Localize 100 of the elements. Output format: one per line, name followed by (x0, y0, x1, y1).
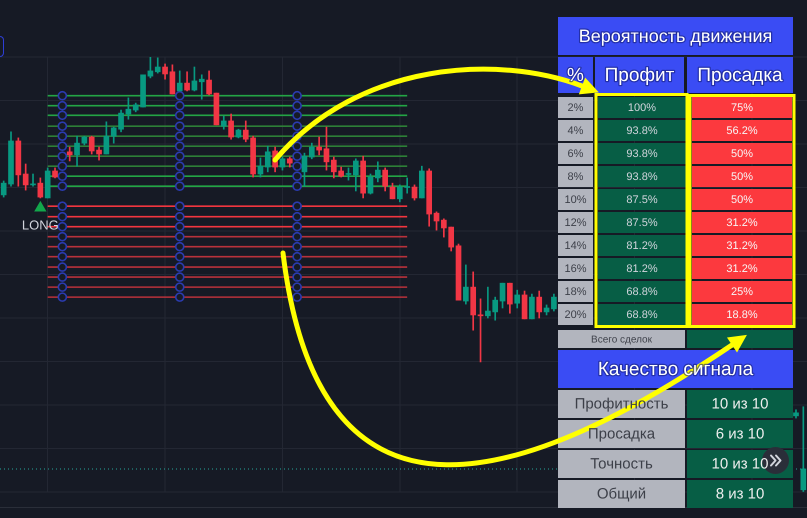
data-label: 50 (730, 171, 744, 184)
point (292, 171, 302, 181)
point (292, 201, 302, 212)
point (174, 141, 185, 151)
y-tick-label: 4% (568, 125, 584, 138)
point (58, 222, 68, 232)
point (174, 232, 185, 242)
point (292, 121, 302, 131)
data-label: 25 (730, 286, 744, 298)
text: % (748, 217, 758, 230)
x-tick-label: Профит (604, 65, 675, 86)
text: % (567, 65, 584, 86)
text: % (748, 240, 758, 252)
point (292, 181, 302, 191)
point (292, 262, 302, 272)
data-label: 93.8 (626, 148, 648, 160)
point (58, 131, 68, 141)
point (174, 131, 185, 141)
point (58, 212, 68, 222)
data-label: 100 (628, 102, 646, 114)
point (292, 212, 302, 222)
data-label: 93.8 (626, 125, 648, 138)
data-label: 75 (730, 102, 744, 114)
annotation: 6 из 10 (716, 426, 764, 443)
y-tick-label: 12% (564, 217, 587, 230)
point (58, 292, 68, 302)
annotation: Всего сделок (591, 334, 653, 346)
point (174, 252, 185, 262)
text: % (743, 286, 754, 298)
annotation: 10 из 10 (712, 396, 768, 413)
text: % (743, 102, 754, 114)
text: % (648, 217, 658, 230)
point (174, 121, 185, 131)
point (174, 161, 185, 171)
text: % (748, 309, 758, 322)
point (58, 252, 68, 262)
data-label: 31.2 (726, 217, 748, 230)
data-label: 81.2 (626, 240, 648, 252)
point (292, 242, 302, 252)
point (292, 141, 302, 151)
point (292, 252, 302, 262)
point (58, 110, 68, 120)
text: % (648, 286, 658, 298)
annotation: 8 из 10 (716, 486, 764, 503)
point (292, 90, 302, 101)
chart-title: Вероятность движения (578, 26, 772, 46)
annotation: Точность (590, 456, 653, 473)
text: % (648, 171, 658, 184)
text: % (748, 125, 758, 138)
text: % (648, 309, 658, 322)
point (174, 110, 185, 120)
y-tick-label: 8% (568, 171, 584, 184)
data-label: 31.2 (726, 263, 748, 276)
data-label: 50 (730, 194, 744, 206)
data-label: 87.5 (626, 217, 648, 230)
annotation: 10 из 10 (712, 456, 768, 473)
point (292, 151, 302, 161)
point (174, 262, 185, 272)
y-tick-label: 20% (564, 309, 587, 322)
point (292, 110, 302, 120)
point (58, 100, 68, 111)
data-label: 50 (730, 148, 744, 160)
y-axis-title: % (646, 102, 656, 114)
y-tick-label: 10% (564, 194, 587, 206)
point (58, 232, 68, 242)
series-label: LONG (22, 218, 59, 233)
point (58, 171, 68, 181)
point (174, 201, 185, 212)
point (174, 100, 185, 111)
data-label: 87.5 (626, 194, 648, 206)
text: % (648, 194, 658, 206)
annotation: Просадка (588, 426, 656, 443)
annotation: Общий (596, 486, 646, 503)
point (292, 292, 302, 302)
point (34, 202, 46, 212)
point (174, 212, 185, 222)
point (174, 272, 185, 282)
point (58, 262, 68, 272)
text: % (743, 194, 754, 206)
point (58, 151, 68, 161)
y-tick-label: 14% (564, 240, 587, 252)
point (292, 282, 302, 292)
text: % (748, 263, 758, 276)
point (58, 161, 68, 171)
point (174, 222, 185, 232)
data-label: 68.8 (626, 286, 648, 298)
point (174, 282, 185, 292)
point (58, 272, 68, 282)
data-label: 93.8 (626, 171, 648, 184)
text: % (743, 171, 754, 184)
data-label: 31.2 (726, 240, 748, 252)
data-label: 81.2 (626, 263, 648, 276)
y-tick-label: 18% (564, 286, 587, 298)
point (58, 121, 68, 131)
y-tick-label: 2% (568, 102, 584, 114)
point (292, 222, 302, 232)
y-tick-label: 6% (568, 148, 584, 160)
point (58, 242, 68, 252)
point (292, 232, 302, 242)
point (174, 90, 185, 101)
